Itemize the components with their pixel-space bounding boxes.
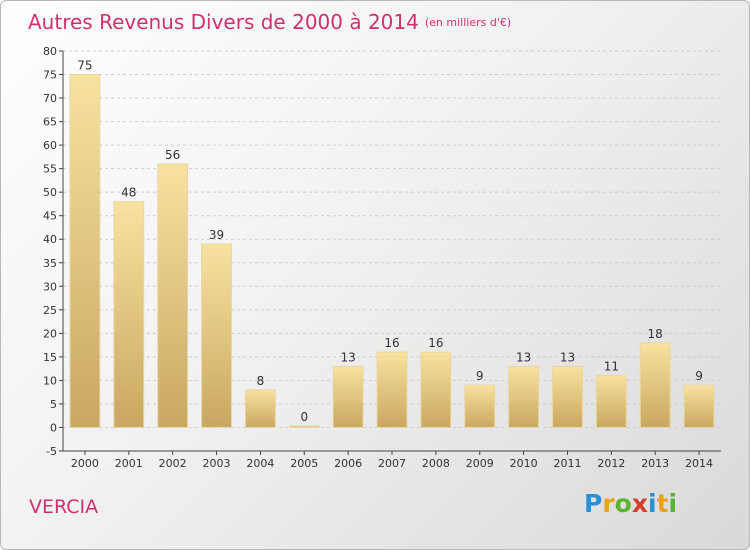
y-tick-label: 60 (43, 139, 57, 152)
logo-letter: i (668, 489, 678, 518)
y-tick-label: 40 (43, 233, 57, 246)
bar-2011 (552, 365, 583, 428)
x-tick-label: 2012 (597, 457, 625, 470)
y-tick-label: 25 (43, 304, 57, 317)
y-tick-label: 5 (50, 398, 57, 411)
x-tick-label: 2001 (115, 457, 143, 470)
bar-2002 (157, 163, 189, 428)
x-tick-label: 2002 (159, 457, 187, 470)
proxiti-logo[interactable]: Proxiti (584, 489, 677, 518)
x-tick-label: 2005 (290, 457, 318, 470)
bar-2004 (244, 389, 276, 428)
data-label: 16 (428, 336, 443, 350)
y-tick-label: 15 (43, 351, 57, 364)
bar-2000 (69, 74, 101, 428)
chart-title: Autres Revenus Divers de 2000 à 2014 (en … (28, 10, 511, 34)
bar-2006 (332, 365, 364, 428)
data-label: 75 (77, 59, 92, 73)
y-tick-label: 50 (43, 186, 57, 199)
bar-2005 (288, 425, 320, 428)
data-label: 16 (384, 336, 399, 350)
data-label: 13 (340, 350, 355, 364)
bar-2001 (113, 201, 145, 428)
y-tick-label: 80 (43, 45, 57, 58)
x-tick-label: 2003 (203, 457, 231, 470)
x-tick-label: 2009 (466, 457, 494, 470)
logo-letter: x (631, 489, 648, 518)
x-tick-label: 2000 (71, 457, 99, 470)
x-tick-label: 2007 (378, 457, 406, 470)
y-tick-label: 70 (43, 92, 57, 105)
data-label: 13 (560, 350, 575, 364)
y-tick-label: 0 (50, 421, 57, 434)
data-label: 13 (516, 350, 531, 364)
x-tick-label: 2014 (685, 457, 713, 470)
y-tick-label: 20 (43, 327, 57, 340)
logo-letter: i (648, 489, 657, 518)
logo-letter: P (584, 489, 603, 518)
y-tick-label: -5 (46, 445, 57, 458)
chart-title-text: Autres Revenus Divers de 2000 à 2014 (28, 10, 419, 34)
bar-2013 (639, 342, 671, 428)
data-label: 11 (604, 360, 619, 374)
bar-2010 (508, 365, 540, 428)
y-tick-label: 30 (43, 280, 57, 293)
bar-2012 (595, 375, 627, 428)
y-tick-label: 55 (43, 163, 57, 176)
data-label: 8 (257, 374, 265, 388)
bar-2014 (683, 384, 715, 428)
x-tick-label: 2006 (334, 457, 362, 470)
data-labels: 75 48 56 39 8 0 13 16 16 9 13 13 11 18 9 (77, 59, 703, 424)
y-tick-label: 75 (43, 69, 57, 82)
data-label: 9 (476, 369, 484, 383)
bar-2009 (464, 384, 496, 428)
y-tick-label: 65 (43, 116, 57, 129)
x-tick-label: 2004 (246, 457, 274, 470)
data-label: 48 (121, 186, 136, 200)
x-tick-label: 2011 (553, 457, 581, 470)
bar-2007 (376, 351, 408, 428)
y-tick-label: 35 (43, 257, 57, 270)
data-label: 9 (695, 369, 703, 383)
chart-subtitle: (en milliers d'€) (424, 16, 512, 29)
x-tick-label: 2008 (422, 457, 450, 470)
bars (69, 74, 715, 428)
logo-letter: t (656, 489, 669, 518)
x-tick-label: 2013 (641, 457, 669, 470)
data-label: 39 (209, 228, 224, 242)
y-tick-label: 45 (43, 210, 57, 223)
data-label: 56 (165, 148, 180, 162)
logo-letter: r (602, 489, 615, 518)
data-label: 0 (300, 410, 308, 424)
bar-2008 (420, 351, 452, 428)
data-label: 18 (648, 327, 663, 341)
x-tick-label: 2010 (510, 457, 538, 470)
y-tick-label: 10 (43, 374, 57, 387)
logo-letter: o (614, 489, 632, 518)
bar-2003 (201, 243, 232, 428)
commune-name: VERCIA (29, 496, 99, 518)
